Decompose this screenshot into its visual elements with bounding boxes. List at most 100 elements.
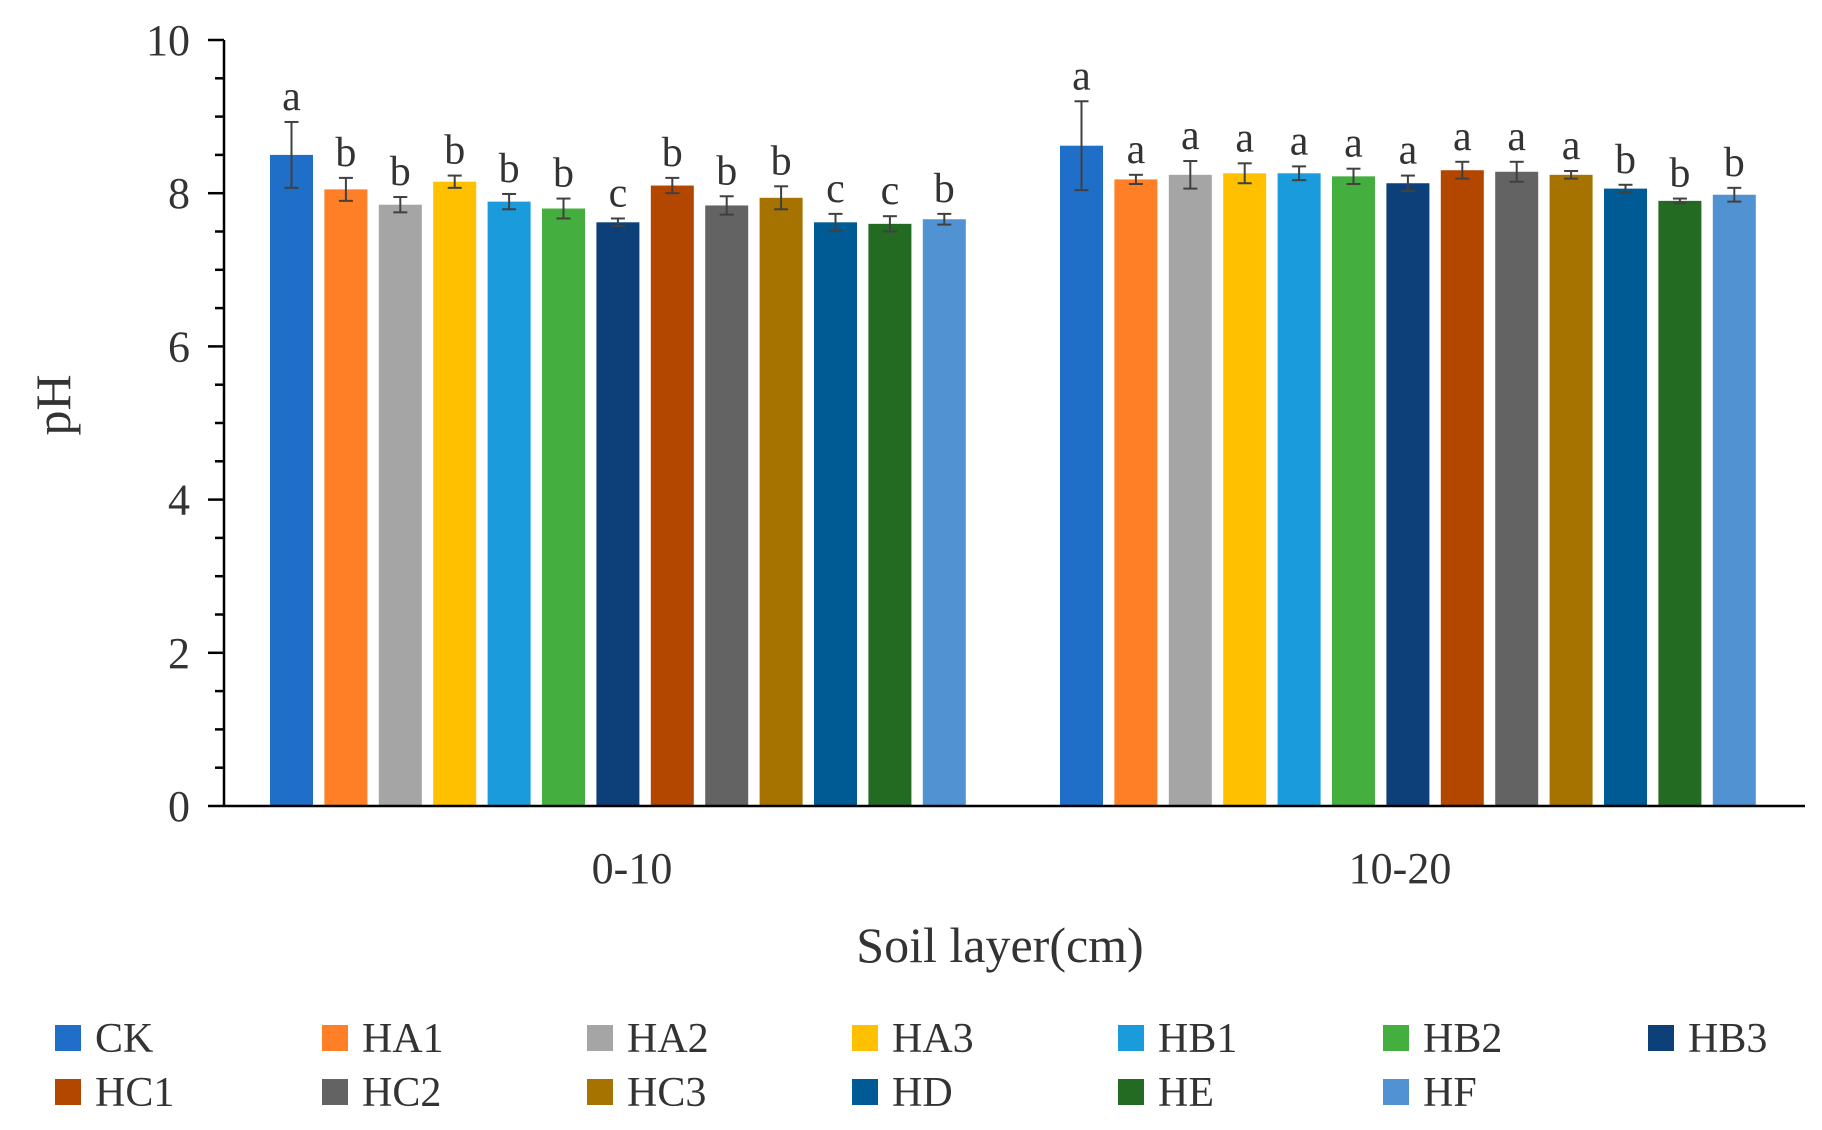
error-bar: [774, 185, 789, 211]
error-bar: [1727, 186, 1742, 203]
legend-item-ha2: HA2: [587, 1016, 709, 1062]
error-bar: [882, 215, 897, 233]
legend-swatch: [1118, 1025, 1144, 1051]
bar-ha3-10-20: [1223, 173, 1267, 806]
legend-label: HB2: [1423, 1016, 1502, 1062]
significance-letter: b: [662, 130, 683, 176]
legend-swatch: [587, 1079, 613, 1105]
y-tick-label: 8: [168, 169, 190, 218]
error-bar: [665, 176, 680, 195]
significance-letter: a: [1181, 113, 1200, 159]
y-tick-label: 2: [168, 629, 190, 678]
error-bar: [338, 176, 353, 202]
legend-swatch: [322, 1079, 348, 1105]
bar-ha2-10-20: [1168, 174, 1212, 807]
error-bar: [447, 174, 462, 189]
significance-letter: a: [1399, 128, 1418, 174]
bar-hb1-10-20: [1277, 173, 1321, 806]
error-bar: [1564, 169, 1579, 180]
legend-swatch: [1118, 1079, 1144, 1105]
bar-ha1-10-20: [1114, 179, 1158, 807]
error-bar: [1509, 160, 1524, 183]
bar-hb1-0-10: [487, 201, 531, 807]
legend-label: HE: [1158, 1070, 1214, 1116]
significance-letter: b: [499, 146, 520, 192]
bar-hb2-0-10: [542, 208, 585, 806]
y-tick-label: 10: [146, 16, 190, 65]
bar-ck-0-10: [270, 154, 313, 806]
bar-hc3-0-10: [759, 197, 803, 806]
significance-letter: b: [390, 149, 411, 195]
bar-hc2-0-10: [705, 205, 749, 806]
error-bar: [1346, 167, 1361, 186]
legend-item-hf: HF: [1383, 1070, 1477, 1116]
legend-swatch: [322, 1025, 348, 1051]
bar-hc2-10-20: [1495, 171, 1539, 806]
y-axis-title: pH: [25, 374, 81, 435]
legend-swatch: [1383, 1079, 1409, 1105]
y-tick-label: 6: [168, 322, 190, 371]
legend-label: HC3: [627, 1070, 706, 1116]
error-bar: [502, 192, 517, 211]
legend-item-hd: HD: [852, 1070, 953, 1116]
legend-label: HA3: [892, 1016, 974, 1062]
legend-item-he: HE: [1118, 1070, 1214, 1116]
legend-label: CK: [95, 1016, 153, 1062]
significance-letter: a: [1235, 115, 1254, 161]
bar-hb2-10-20: [1332, 176, 1375, 806]
legend-item-ck: CK: [55, 1016, 153, 1062]
error-bar: [828, 212, 843, 232]
significance-letter: b: [771, 138, 792, 184]
bar-hc3-10-20: [1549, 174, 1593, 807]
y-tick-label: 4: [168, 476, 190, 525]
bar-hd-0-10: [814, 222, 857, 807]
legend-item-hc2: HC2: [322, 1070, 441, 1116]
legend-label: HD: [892, 1070, 953, 1116]
error-bar: [1400, 174, 1415, 192]
bar-hc1-0-10: [650, 185, 694, 807]
axes: 0 2 4 6 8 10 0-10 10-20: [146, 16, 1805, 893]
y-tick-label: 0: [168, 782, 190, 831]
legend-label: HA2: [627, 1016, 709, 1062]
legend-item-hb1: HB1: [1118, 1016, 1237, 1062]
bar-ha2-0-10: [378, 204, 422, 806]
legend-label: HF: [1423, 1070, 1477, 1116]
bar-hb3-0-10: [596, 222, 640, 807]
error-bar: [284, 120, 299, 189]
error-bar: [1672, 197, 1687, 205]
error-bar: [393, 196, 408, 214]
legend-swatch: [1648, 1025, 1674, 1051]
bar-he-0-10: [868, 223, 912, 807]
legend-item-hc3: HC3: [587, 1070, 706, 1116]
error-bar: [1074, 100, 1089, 192]
error-bar: [556, 197, 571, 220]
error-bar: [1292, 165, 1307, 182]
legend-label: HA1: [362, 1016, 444, 1062]
legend: CK HA1 HA2 HA3 HB1 HB2 HB3 HC1 HC2 HC3 HD HE HF: [55, 1016, 1767, 1116]
error-bar: [1618, 183, 1633, 194]
significance-letter: c: [609, 170, 628, 216]
error-bar: [610, 217, 625, 228]
bar-ha1-0-10: [324, 189, 368, 806]
significance-letter: a: [1127, 127, 1146, 173]
legend-swatch: [1383, 1025, 1409, 1051]
significance-letter: a: [282, 74, 301, 120]
bar-ck-10-20: [1060, 145, 1103, 806]
bar-hc1-10-20: [1440, 170, 1484, 807]
legend-swatch: [587, 1025, 613, 1051]
significance-letter: c: [881, 168, 900, 214]
bar-hf-0-10: [922, 219, 966, 806]
x-axis-title: Soil layer(cm): [856, 917, 1143, 973]
significance-letter: b: [444, 128, 465, 174]
bar-hb3-10-20: [1386, 183, 1430, 806]
significance-letter: b: [1669, 151, 1690, 197]
legend-swatch: [852, 1025, 878, 1051]
bar-ha3-0-10: [433, 181, 477, 806]
significance-letter: b: [934, 166, 955, 212]
legend-item-ha3: HA3: [852, 1016, 974, 1062]
error-bar: [1183, 160, 1198, 190]
significance-letter: b: [1615, 137, 1636, 183]
significance-letter: a: [1072, 53, 1091, 99]
